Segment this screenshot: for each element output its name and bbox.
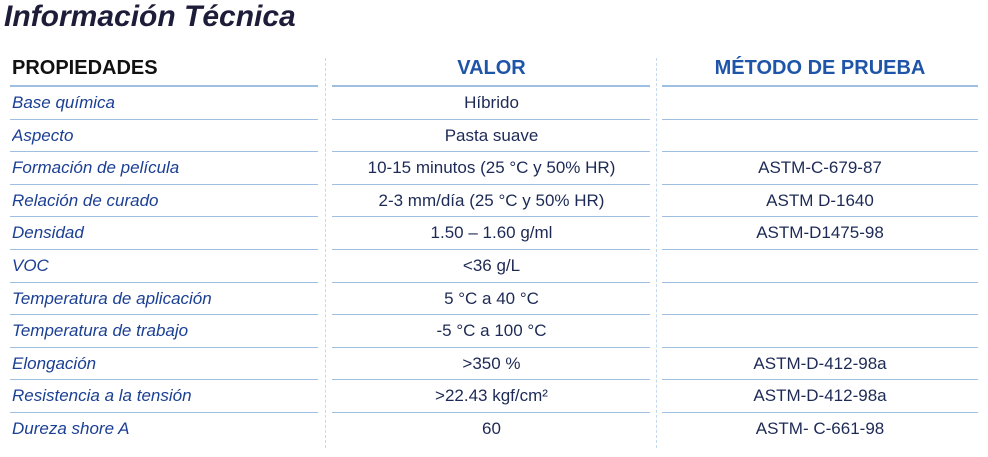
table-cell: 5 °C a 40 °C (444, 288, 539, 308)
table-cell: Híbrido (464, 93, 519, 112)
table-cell: 10-15 minutos (25 °C y 50% HR) (367, 158, 616, 178)
table-cell: VOC (12, 256, 49, 275)
header-cell: MÉTODO DE PRUEBA (714, 57, 926, 79)
table-cell: Pasta suave (444, 125, 539, 145)
title: Información Técnica (4, 0, 296, 33)
row-rule (662, 183, 978, 185)
row-rule (10, 118, 318, 120)
row-rule (332, 379, 650, 381)
row-rule (332, 216, 650, 218)
row-rule (662, 346, 978, 348)
table-cell: >22.43 kgf/cm² (435, 386, 548, 406)
table-cell: ASTM-D1475-98 (756, 223, 884, 243)
table-cell: -5 °C a 100 °C (436, 321, 547, 341)
table-cell: ASTM- C-661-98 (755, 419, 885, 438)
row-rule (10, 281, 318, 283)
row-rule (662, 379, 978, 381)
table-cell: <36 g/L (462, 256, 521, 275)
row-rule (332, 183, 650, 185)
table-cell: ASTM-C-679-87 (758, 158, 882, 178)
table-cell: Base química (12, 93, 115, 112)
row-rule (662, 249, 978, 250)
row-rule (662, 314, 978, 316)
row-rule (662, 151, 978, 153)
row-rule (332, 346, 650, 348)
column-divider (325, 58, 326, 448)
row-rule (10, 216, 318, 218)
table-cell: Relación de curado (12, 190, 159, 210)
table-cell: Aspecto (12, 125, 74, 145)
header-rule (332, 85, 650, 87)
table-cell: ASTM D-1640 (766, 190, 874, 210)
row-rule (10, 412, 318, 413)
table-cell: >350 % (462, 353, 521, 373)
table-cell: Temperatura de trabajo (12, 321, 189, 341)
row-rule (10, 183, 318, 185)
row-rule (332, 412, 650, 413)
header-cell: VALOR (457, 57, 526, 79)
table-cell: Formación de película (12, 158, 180, 178)
table-cell: ASTM-D-412-98a (753, 386, 887, 406)
table-cell: Dureza shore A (12, 419, 130, 438)
row-rule (10, 346, 318, 348)
table-cell: 2-3 mm/día (25 °C y 50% HR) (378, 190, 605, 210)
row-rule (10, 249, 318, 250)
row-rule (662, 216, 978, 218)
row-rule (662, 412, 978, 413)
row-rule (10, 379, 318, 381)
table-cell: Temperatura de aplicación (12, 288, 212, 308)
table-cell: Densidad (12, 223, 84, 243)
table-cell: Elongación (12, 353, 97, 373)
table-cell: ASTM-D-412-98a (753, 353, 887, 373)
row-rule (10, 314, 318, 316)
table-cell: 1.50 – 1.60 g/ml (430, 223, 553, 243)
row-rule (10, 151, 318, 153)
header-rule (662, 85, 978, 87)
row-rule (332, 281, 650, 283)
table-cell: 60 (482, 419, 501, 438)
header-cell: PROPIEDADES (12, 57, 158, 79)
row-rule (332, 314, 650, 316)
row-rule (662, 118, 978, 120)
column-divider (656, 58, 657, 448)
row-rule (332, 118, 650, 120)
row-rule (332, 151, 650, 153)
header-rule (10, 85, 318, 87)
row-rule (662, 281, 978, 283)
row-rule (332, 249, 650, 250)
table-cell: Resistencia a la tensión (12, 386, 192, 406)
